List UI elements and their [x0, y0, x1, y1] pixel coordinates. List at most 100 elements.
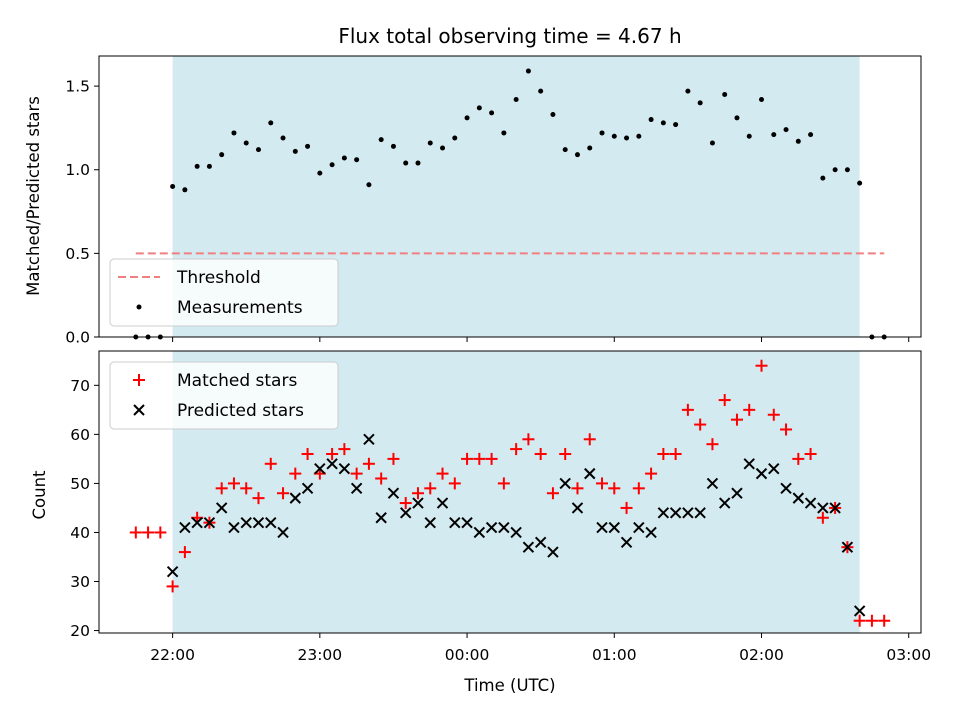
- matched-star-point: [792, 452, 805, 465]
- ratio-y-axis-label: Matched/Predicted stars: [24, 96, 43, 296]
- matched-star-point: [571, 482, 584, 495]
- matched-legend-label: Matched stars: [177, 371, 297, 391]
- predicted-star-point: [436, 497, 449, 509]
- predicted-star-point: [412, 497, 424, 509]
- matched-star-point: [436, 467, 449, 480]
- measurement-point: [820, 175, 826, 181]
- measurement-point: [673, 122, 679, 128]
- predicted-star-point: [694, 507, 706, 519]
- predicted-star-point: [559, 477, 571, 490]
- measurement-point: [685, 88, 691, 94]
- predicted-star-point: [620, 536, 633, 548]
- predicted-star-point: [240, 516, 252, 529]
- matched-star-point: [645, 467, 658, 480]
- measurement-point: [427, 140, 433, 146]
- threshold-legend-label: Threshold: [176, 268, 261, 288]
- measurement-point: [440, 145, 446, 151]
- predicted-star-point: [289, 492, 302, 504]
- matched-star-point: [743, 403, 756, 416]
- measurement-point: [415, 160, 421, 166]
- matched-star-point: [154, 526, 167, 539]
- matched-star-point: [277, 487, 290, 500]
- predicted-star-point: [252, 516, 265, 529]
- predicted-star-point: [596, 521, 608, 534]
- y-tick-label: 40: [70, 524, 90, 542]
- predicted-star-point: [633, 521, 645, 534]
- count-legend-box: [109, 361, 339, 430]
- matched-star-point: [694, 418, 707, 431]
- matched-star-point: [780, 423, 793, 436]
- y-tick-label: 50: [70, 475, 90, 493]
- x-tick-label: 02:00: [739, 646, 784, 664]
- predicted-legend-swatch: [133, 404, 145, 416]
- matched-star-point: [178, 546, 191, 559]
- x-tick-label: 23:00: [297, 646, 342, 664]
- measurement-point: [697, 100, 703, 106]
- measurement-point: [709, 140, 715, 146]
- measurement-point: [722, 91, 728, 97]
- matched-star-point: [485, 452, 498, 465]
- predicted-star-point: [326, 458, 338, 470]
- y-tick-label: 20: [70, 622, 90, 640]
- matched-star-point: [596, 477, 609, 490]
- predicted-star-point: [682, 507, 694, 519]
- chart-title: Flux total observing time = 4.67 h: [338, 24, 681, 48]
- matched-star-point: [350, 467, 363, 480]
- measurement-point: [194, 163, 200, 169]
- measurement-point: [648, 117, 654, 123]
- matched-star-point: [215, 482, 228, 495]
- measurement-point: [390, 143, 396, 149]
- measurement-point: [513, 96, 519, 102]
- measurement-point: [305, 143, 311, 149]
- ratio-legend: Threshold Measurements: [109, 258, 339, 327]
- matched-star-point: [816, 511, 829, 524]
- predicted-star-point: [718, 497, 731, 509]
- predicted-star-point: [498, 521, 510, 534]
- measurement-point: [771, 132, 777, 138]
- count-y-axis-label: Count: [30, 470, 49, 520]
- matched-star-point: [227, 477, 240, 490]
- predicted-star-point: [669, 507, 682, 519]
- count-panel: 20 30 40 50 60 70 22:00 23:00 00:00 01:00 02:00 03…: [30, 350, 931, 695]
- matched-star-point: [681, 403, 694, 416]
- predicted-star-point: [387, 487, 400, 499]
- measurement-point: [501, 130, 507, 136]
- measurements-legend-label: Measurements: [177, 298, 303, 318]
- matched-star-point: [142, 526, 155, 539]
- measurement-point: [587, 145, 593, 151]
- matched-star-point: [338, 443, 351, 456]
- matched-star-point: [718, 394, 731, 407]
- matched-star-point: [473, 452, 486, 465]
- predicted-star-point: [338, 462, 351, 475]
- predicted-star-point: [166, 565, 179, 578]
- matched-star-point: [240, 482, 253, 495]
- matched-star-point: [853, 614, 866, 627]
- ratio-panel: 0.0 0.5 1.0 1.5 Flux total observing time =…: [24, 24, 922, 347]
- predicted-star-point: [571, 502, 584, 514]
- measurement-point: [599, 130, 605, 136]
- x-tick-label: 00:00: [445, 646, 490, 664]
- predicted-star-point: [584, 467, 596, 480]
- predicted-star-point: [350, 482, 363, 495]
- matched-star-point: [399, 497, 412, 510]
- measurement-point: [329, 162, 335, 168]
- matched-star-point: [510, 443, 523, 456]
- predicted-star-point: [473, 526, 486, 539]
- y-tick-label: 30: [70, 573, 90, 591]
- predicted-star-point: [608, 521, 620, 534]
- predicted-star-point: [657, 507, 670, 519]
- measurement-point: [206, 163, 212, 169]
- measurement-point: [182, 187, 188, 193]
- matched-star-point: [559, 447, 572, 460]
- count-axes-frame: [98, 350, 922, 634]
- measurement-point: [403, 160, 409, 166]
- measurement-point: [317, 170, 323, 176]
- measurement-point: [243, 140, 249, 146]
- predicted-star-point: [277, 526, 289, 539]
- matched-star-point: [166, 580, 179, 593]
- matched-star-point: [657, 447, 670, 460]
- measurement-point: [734, 115, 740, 121]
- matched-legend-swatch: [133, 374, 145, 386]
- predicted-star-point: [841, 541, 854, 553]
- predicted-star-point: [375, 512, 387, 524]
